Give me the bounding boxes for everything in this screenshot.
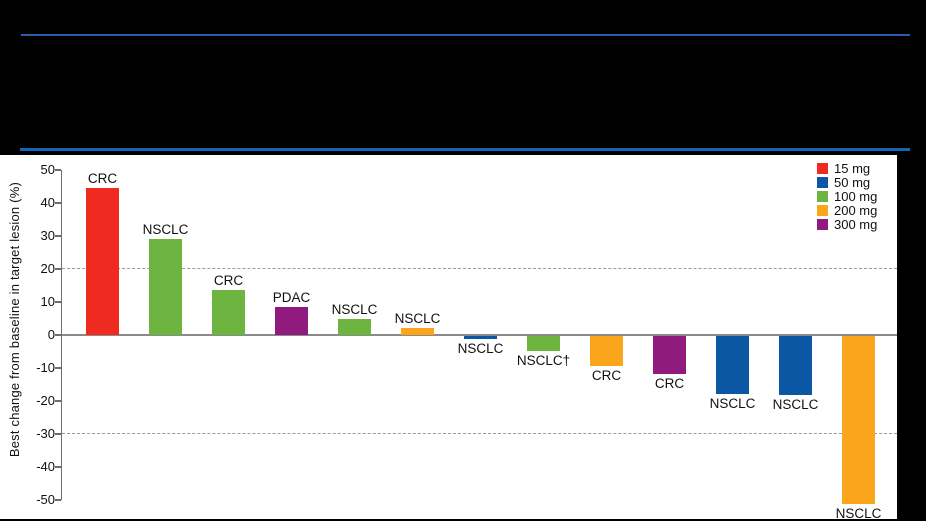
reference-line — [62, 433, 897, 434]
y-tick — [54, 400, 61, 402]
y-tick — [54, 433, 61, 435]
bar — [86, 188, 119, 335]
bar-label: CRC — [87, 171, 118, 187]
legend-label: 200 mg — [834, 203, 878, 219]
y-axis-line — [60, 170, 62, 500]
y-tick — [54, 367, 61, 369]
y-tick-label: -10 — [36, 360, 55, 375]
legend-row: 15 mg — [817, 160, 877, 176]
bar — [653, 336, 686, 374]
y-tick — [54, 235, 61, 237]
header-rule-bottom — [20, 148, 910, 151]
bar-label: PDAC — [272, 289, 311, 305]
bar — [149, 239, 182, 335]
legend-label: 50 mg — [834, 174, 871, 190]
bar-label: CRC — [591, 367, 622, 383]
bar-label: NSCLC — [142, 222, 189, 238]
bar — [590, 336, 623, 366]
y-tick-label: -50 — [36, 492, 55, 507]
legend-swatch — [817, 190, 828, 202]
legend-swatch — [817, 219, 828, 231]
legend-swatch — [817, 162, 828, 174]
legend-row: 200 mg — [817, 203, 878, 219]
legend-swatch — [817, 176, 828, 188]
bar — [212, 290, 245, 335]
bar-label: NSCLC — [331, 301, 378, 317]
y-tick — [54, 301, 61, 303]
legend-row: 300 mg — [817, 217, 878, 233]
bar — [338, 318, 371, 335]
y-tick-label: -30 — [36, 426, 55, 441]
y-tick — [54, 268, 61, 270]
bar-label: NSCLC — [457, 341, 504, 357]
y-tick-label: 0 — [47, 327, 55, 342]
legend: 15 mg 50 mg 100 mg 200 mg 300 mg — [817, 161, 877, 232]
bar-label: NSCLC — [835, 506, 882, 521]
right-black-band — [897, 155, 926, 519]
y-tick-label: -20 — [36, 393, 55, 408]
zero-baseline — [62, 334, 897, 336]
y-tick-label: 30 — [40, 228, 55, 243]
bar — [716, 336, 749, 394]
bar-label: NSCLC — [772, 397, 819, 413]
y-tick — [54, 466, 61, 468]
legend-label: 15 mg — [834, 160, 871, 176]
y-tick-label: -40 — [36, 459, 55, 474]
y-tick-label: 20 — [40, 261, 55, 276]
legend-swatch — [817, 205, 828, 217]
y-tick — [54, 202, 61, 204]
chart-panel — [0, 155, 897, 519]
legend-row: 50 mg — [817, 174, 877, 190]
bar — [401, 328, 434, 335]
reference-line — [62, 268, 897, 269]
y-tick-label: 40 — [40, 195, 55, 210]
legend-label: 100 mg — [834, 188, 878, 204]
bar — [275, 306, 308, 335]
y-tick-label: 50 — [40, 162, 55, 177]
bar-label: NSCLC — [394, 311, 441, 327]
bar — [464, 336, 497, 340]
header-band — [0, 0, 926, 155]
y-tick — [54, 334, 61, 336]
bar-label: CRC — [213, 273, 244, 289]
legend-row: 100 mg — [817, 188, 878, 204]
y-tick — [54, 499, 61, 501]
y-tick — [54, 169, 61, 171]
header-rule-top — [21, 34, 910, 36]
bar — [779, 336, 812, 396]
bar-label: CRC — [654, 375, 685, 391]
bar — [527, 336, 560, 351]
legend-label: 300 mg — [834, 217, 878, 233]
y-axis-title: Best change from baseline in target lesi… — [6, 182, 22, 458]
bar — [842, 336, 875, 505]
bar-label: NSCLC — [709, 395, 756, 411]
y-tick-label: 10 — [40, 294, 55, 309]
bar-label: NSCLC† — [516, 352, 571, 368]
